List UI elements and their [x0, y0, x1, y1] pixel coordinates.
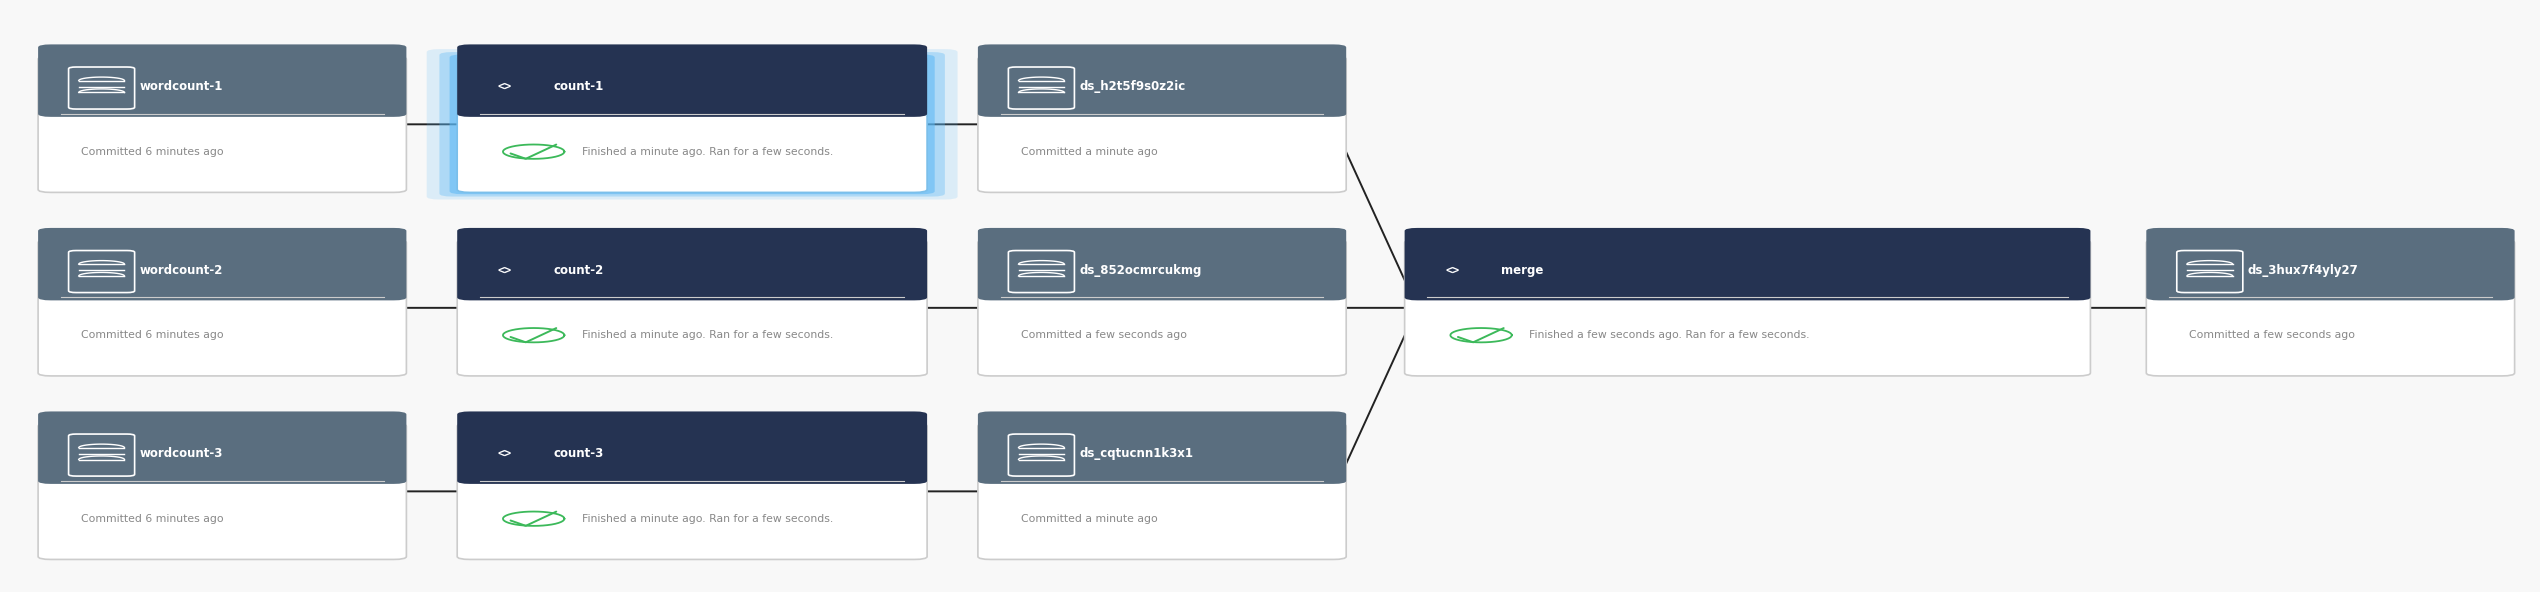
FancyBboxPatch shape: [427, 49, 958, 200]
Text: Committed 6 minutes ago: Committed 6 minutes ago: [81, 147, 224, 157]
Text: <>: <>: [1445, 263, 1460, 276]
FancyBboxPatch shape: [978, 56, 1346, 192]
Text: ds_cqtucnn1k3x1: ds_cqtucnn1k3x1: [1080, 447, 1194, 460]
FancyBboxPatch shape: [978, 423, 1346, 559]
Text: =: =: [81, 446, 94, 461]
Text: Finished a minute ago. Ran for a few seconds.: Finished a minute ago. Ran for a few sec…: [582, 147, 833, 157]
FancyBboxPatch shape: [1405, 240, 2090, 376]
Text: wordcount-1: wordcount-1: [140, 80, 224, 93]
FancyBboxPatch shape: [38, 240, 406, 376]
Bar: [993, 273, 1331, 297]
FancyBboxPatch shape: [2146, 228, 2515, 300]
FancyBboxPatch shape: [978, 240, 1346, 376]
FancyBboxPatch shape: [69, 434, 135, 476]
FancyBboxPatch shape: [1008, 250, 1074, 292]
FancyBboxPatch shape: [457, 228, 927, 300]
FancyBboxPatch shape: [38, 56, 406, 192]
Bar: [2162, 273, 2499, 297]
FancyBboxPatch shape: [69, 67, 135, 109]
Text: Committed a minute ago: Committed a minute ago: [1021, 514, 1158, 524]
FancyBboxPatch shape: [457, 240, 927, 376]
FancyBboxPatch shape: [1405, 228, 2090, 300]
FancyBboxPatch shape: [2177, 250, 2243, 292]
Bar: [993, 456, 1331, 481]
Bar: [993, 89, 1331, 114]
Text: Committed 6 minutes ago: Committed 6 minutes ago: [81, 514, 224, 524]
FancyBboxPatch shape: [457, 44, 927, 117]
FancyBboxPatch shape: [69, 250, 135, 292]
FancyBboxPatch shape: [450, 54, 935, 194]
FancyBboxPatch shape: [38, 423, 406, 559]
Text: =: =: [2189, 263, 2202, 278]
Bar: [53, 456, 391, 481]
Text: Committed a minute ago: Committed a minute ago: [1021, 147, 1158, 157]
Text: Finished a minute ago. Ran for a few seconds.: Finished a minute ago. Ran for a few sec…: [582, 514, 833, 524]
Bar: [472, 273, 912, 297]
FancyBboxPatch shape: [2146, 240, 2515, 376]
FancyBboxPatch shape: [457, 56, 927, 192]
Text: =: =: [81, 263, 94, 278]
Bar: [472, 456, 912, 481]
Text: <>: <>: [498, 80, 513, 93]
FancyBboxPatch shape: [978, 228, 1346, 300]
FancyBboxPatch shape: [38, 44, 406, 117]
FancyBboxPatch shape: [38, 228, 406, 300]
Text: count-3: count-3: [554, 447, 605, 460]
Text: count-2: count-2: [554, 263, 605, 276]
Text: wordcount-2: wordcount-2: [140, 263, 224, 276]
Text: ds_3hux7f4yly27: ds_3hux7f4yly27: [2248, 263, 2360, 276]
FancyBboxPatch shape: [457, 411, 927, 484]
FancyBboxPatch shape: [978, 411, 1346, 484]
FancyBboxPatch shape: [457, 423, 927, 559]
Bar: [472, 89, 912, 114]
FancyBboxPatch shape: [439, 52, 945, 197]
Text: ds_h2t5f9s0z2ic: ds_h2t5f9s0z2ic: [1080, 80, 1186, 93]
Bar: [53, 89, 391, 114]
Text: <>: <>: [498, 263, 513, 276]
Bar: [53, 273, 391, 297]
Text: Finished a minute ago. Ran for a few seconds.: Finished a minute ago. Ran for a few sec…: [582, 330, 833, 340]
FancyBboxPatch shape: [1008, 434, 1074, 476]
Text: count-1: count-1: [554, 80, 605, 93]
Text: ds_852ocmrcukmg: ds_852ocmrcukmg: [1080, 263, 1201, 276]
Text: <>: <>: [498, 447, 513, 460]
Bar: [1420, 273, 2075, 297]
FancyBboxPatch shape: [38, 411, 406, 484]
Text: =: =: [81, 79, 94, 94]
Text: Finished a few seconds ago. Ran for a few seconds.: Finished a few seconds ago. Ran for a fe…: [1529, 330, 1808, 340]
Text: wordcount-3: wordcount-3: [140, 447, 224, 460]
Text: Committed 6 minutes ago: Committed 6 minutes ago: [81, 330, 224, 340]
Text: Committed a few seconds ago: Committed a few seconds ago: [1021, 330, 1186, 340]
FancyBboxPatch shape: [1008, 67, 1074, 109]
Text: Committed a few seconds ago: Committed a few seconds ago: [2189, 330, 2355, 340]
Text: =: =: [1021, 263, 1034, 278]
Text: merge: merge: [1501, 263, 1544, 276]
FancyBboxPatch shape: [978, 44, 1346, 117]
Text: =: =: [1021, 446, 1034, 461]
Text: =: =: [1021, 79, 1034, 94]
